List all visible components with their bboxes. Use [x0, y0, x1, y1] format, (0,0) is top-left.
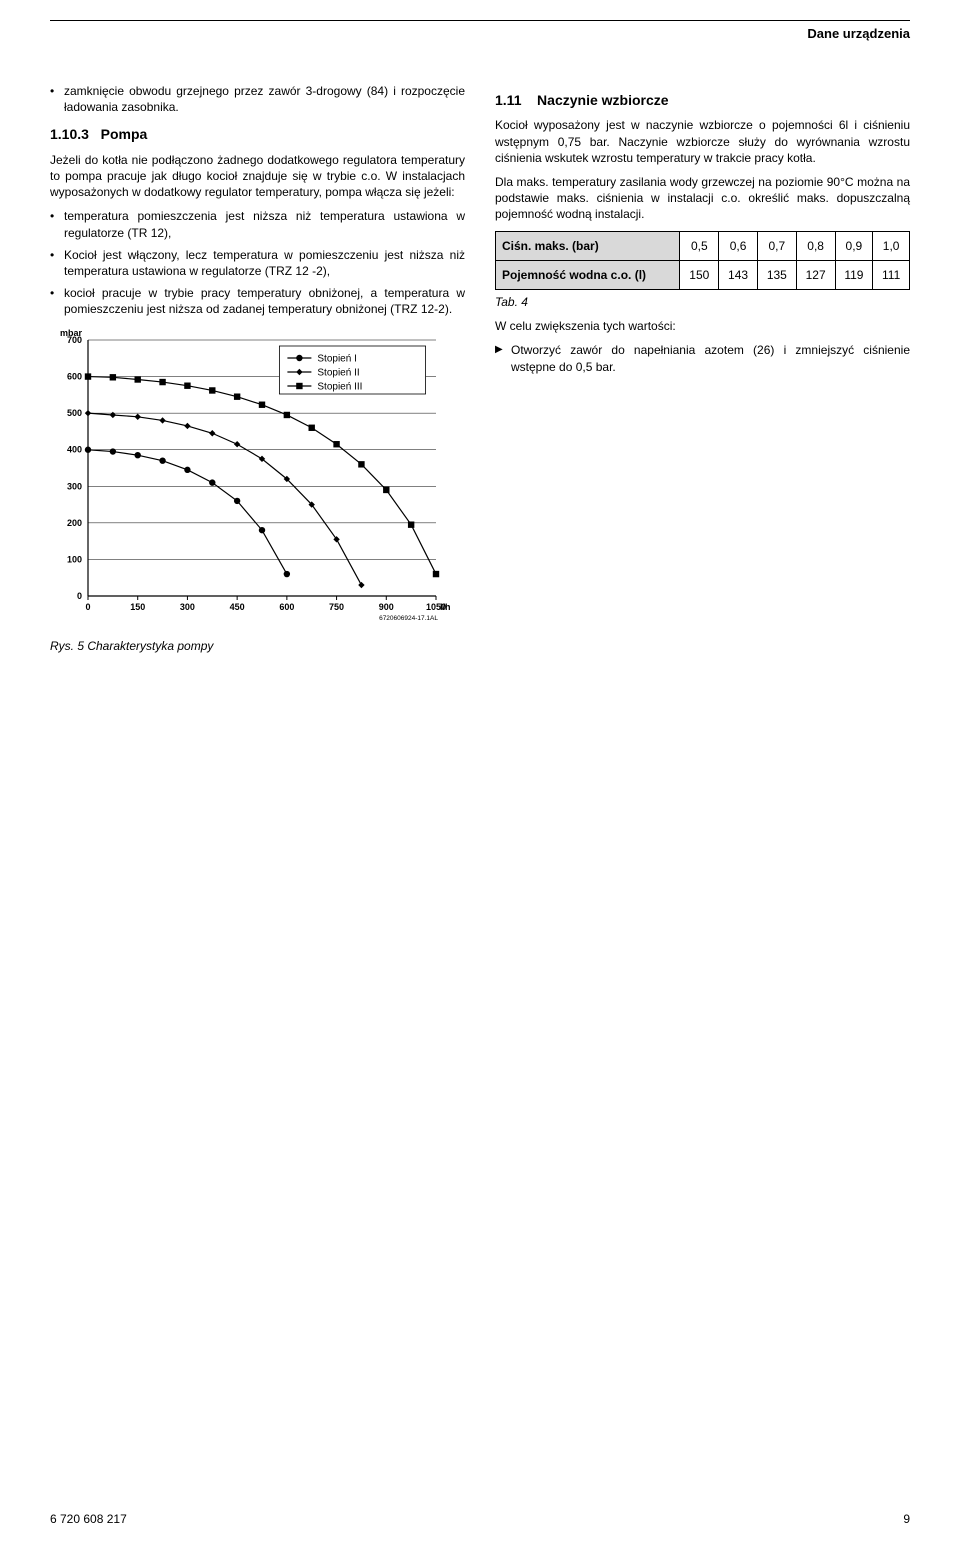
right-column: 1.11 Naczynie wzbiorcze Kocioł wyposażon… [495, 83, 910, 654]
left-section-heading: 1.10.3 Pompa [50, 125, 465, 144]
intro-bullet-list: zamknięcie obwodu grzejnego przez zawór … [50, 83, 465, 115]
left-column: zamknięcie obwodu grzejnego przez zawór … [50, 83, 465, 654]
table-cell: 111 [873, 260, 910, 289]
svg-text:Stopień III: Stopień III [317, 381, 362, 392]
page-footer: 6 720 608 217 9 [50, 1511, 910, 1527]
page: Dane urządzenia zamknięcie obwodu grzejn… [0, 0, 960, 1555]
table-cell: 0,7 [757, 231, 796, 260]
table-cell: 0,6 [719, 231, 758, 260]
svg-text:600: 600 [67, 371, 82, 381]
svg-text:mbar: mbar [60, 328, 83, 338]
right-para-1: Kocioł wyposażony jest w naczynie wzbior… [495, 117, 910, 166]
intro-bullet: zamknięcie obwodu grzejnego przez zawór … [50, 83, 465, 115]
svg-text:Stopień II: Stopień II [317, 367, 359, 378]
table-caption: Tab. 4 [495, 294, 910, 310]
svg-text:750: 750 [329, 602, 344, 612]
content-columns: zamknięcie obwodu grzejnego przez zawór … [50, 83, 910, 654]
left-bullet-3: kocioł pracuje w trybie pracy temperatur… [50, 285, 465, 317]
svg-text:600: 600 [279, 602, 294, 612]
table-row: Ciśn. maks. (bar) 0,5 0,6 0,7 0,8 0,9 1,… [496, 231, 910, 260]
svg-text:500: 500 [67, 408, 82, 418]
left-bullets: temperatura pomieszczenia jest niższa ni… [50, 208, 465, 317]
header-title: Dane urządzenia [50, 25, 910, 43]
left-para-1: Jeżeli do kotła nie podłączono żadnego d… [50, 152, 465, 201]
pump-chart: 0100200300400500600700mbar01503004506007… [50, 328, 465, 632]
right-para-2: Dla maks. temperatury zasilania wody grz… [495, 174, 910, 223]
svg-text:150: 150 [130, 602, 145, 612]
left-bullet-1: temperatura pomieszczenia jest niższa ni… [50, 208, 465, 240]
svg-text:400: 400 [67, 444, 82, 454]
table-cell: 0,5 [680, 231, 719, 260]
svg-text:450: 450 [230, 602, 245, 612]
left-bullet-2: Kocioł jest włączony, lecz temperatura w… [50, 247, 465, 279]
table-cell: 0,8 [796, 231, 835, 260]
svg-text:l/h: l/h [440, 602, 451, 612]
svg-text:6720606924-17.1AL: 6720606924-17.1AL [379, 615, 438, 622]
table-cell: 119 [835, 260, 873, 289]
footer-page-number: 9 [903, 1511, 910, 1527]
svg-text:300: 300 [180, 602, 195, 612]
footer-doc-id: 6 720 608 217 [50, 1511, 127, 1527]
table-header-pressure: Ciśn. maks. (bar) [496, 231, 680, 260]
right-section-title: Naczynie wzbiorcze [537, 92, 669, 108]
svg-text:0: 0 [77, 591, 82, 601]
svg-text:Stopień I: Stopień I [317, 353, 356, 364]
right-action-item: Otworzyć zawór do napełniania azotem (26… [495, 342, 910, 374]
table-cell: 0,9 [835, 231, 873, 260]
right-section-number: 1.11 [495, 92, 521, 108]
svg-text:300: 300 [67, 481, 82, 491]
table-row: Pojemność wodna c.o. (l) 150 143 135 127… [496, 260, 910, 289]
left-section-title: Pompa [101, 126, 148, 142]
svg-text:100: 100 [67, 554, 82, 564]
table-cell: 135 [757, 260, 796, 289]
capacity-table: Ciśn. maks. (bar) 0,5 0,6 0,7 0,8 0,9 1,… [495, 231, 910, 290]
svg-text:900: 900 [379, 602, 394, 612]
table-header-capacity: Pojemność wodna c.o. (l) [496, 260, 680, 289]
svg-text:0: 0 [85, 602, 90, 612]
table-cell: 127 [796, 260, 835, 289]
table-cell: 150 [680, 260, 719, 289]
right-after-table: W celu zwiększenia tych wartości: [495, 318, 910, 334]
figure-caption: Rys. 5 Charakterystyka pompy [50, 638, 465, 654]
pump-chart-svg: 0100200300400500600700mbar01503004506007… [50, 328, 460, 628]
table-cell: 143 [719, 260, 758, 289]
right-section-heading: 1.11 Naczynie wzbiorcze [495, 91, 910, 110]
table-cell: 1,0 [873, 231, 910, 260]
right-action-list: Otworzyć zawór do napełniania azotem (26… [495, 342, 910, 374]
header-rule [50, 20, 910, 21]
left-section-number: 1.10.3 [50, 126, 89, 142]
svg-text:200: 200 [67, 517, 82, 527]
